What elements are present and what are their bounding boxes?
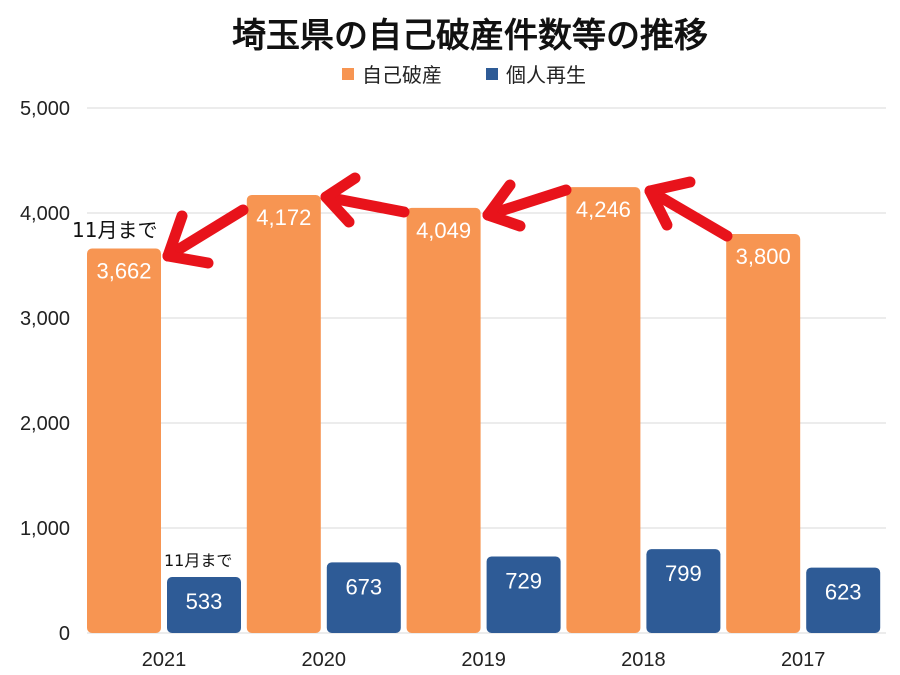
data-label-rehabilitation-2018: 799 [665, 561, 702, 586]
bar-rehabilitation-2020 [326, 562, 401, 633]
annotations: 11月まで 11月まで [72, 218, 232, 570]
data-label-rehabilitation-2017: 623 [825, 580, 862, 605]
y-tick-label: 4,000 [20, 203, 70, 225]
x-tick-label-2020: 2020 [302, 649, 347, 671]
bar-rehabilitation-2018 [646, 549, 721, 633]
y-tick-label: 3,000 [20, 308, 70, 330]
bars [87, 187, 881, 634]
data-label-rehabilitation-2020: 673 [345, 574, 382, 599]
data-label-bankruptcy-2020: 4,172 [256, 205, 311, 230]
legend-swatch-bankruptcy [342, 68, 354, 80]
legend-swatch-rehabilitation [486, 68, 498, 80]
arrow-2020-to-2021 [162, 204, 249, 269]
data-label-bankruptcy-2021: 3,662 [96, 258, 151, 283]
chart-title: 埼玉県の自己破産件数等の推移 [232, 16, 708, 56]
bar-bankruptcy-2021 [87, 248, 161, 634]
x-axis: 2021 2020 2019 2018 2017 [142, 649, 826, 671]
arrow-2019-to-2020 [320, 172, 410, 228]
legend-label-bankruptcy: 自己破産 [362, 63, 442, 87]
bar-rehabilitation-2019 [486, 556, 561, 633]
x-tick-label-2019: 2019 [461, 649, 506, 671]
legend-label-rehabilitation: 個人再生 [506, 63, 586, 87]
y-axis: 0 1,000 2,000 3,000 4,000 5,000 [20, 98, 70, 645]
y-tick-label: 2,000 [20, 413, 70, 435]
y-tick-label: 5,000 [20, 98, 70, 120]
bar-rehabilitation-2017 [806, 567, 881, 633]
bar-bankruptcy-2018 [566, 187, 641, 634]
x-tick-label-2017: 2017 [781, 649, 826, 671]
arrow-2018-to-2019 [482, 179, 572, 232]
bar-bankruptcy-2019 [406, 207, 481, 634]
annotation-note-rehabilitation-2021: 11月まで [164, 551, 232, 570]
data-label-rehabilitation-2019: 729 [505, 568, 542, 593]
y-tick-label: 1,000 [20, 518, 70, 540]
y-tick-label: 0 [59, 623, 70, 645]
x-tick-label-2018: 2018 [621, 649, 666, 671]
data-label-rehabilitation-2021: 533 [186, 589, 223, 614]
data-label-bankruptcy-2017: 3,800 [736, 244, 791, 269]
data-labels: 3,662 533 4,172 673 4,049 729 4,246 799 3,800 623 [96, 197, 861, 614]
bar-rehabilitation-2021 [167, 577, 241, 633]
bar-bankruptcy-2020 [246, 194, 321, 633]
x-tick-label-2021: 2021 [142, 649, 187, 671]
data-label-bankruptcy-2019: 4,049 [416, 218, 471, 243]
bar-bankruptcy-2017 [726, 234, 801, 633]
data-label-bankruptcy-2018: 4,246 [576, 197, 631, 222]
arrows [162, 172, 733, 269]
annotation-note-bankruptcy-2021: 11月まで [72, 218, 157, 242]
arrow-2017-to-2018 [644, 176, 733, 242]
legend: 自己破産 個人再生 [342, 63, 586, 87]
